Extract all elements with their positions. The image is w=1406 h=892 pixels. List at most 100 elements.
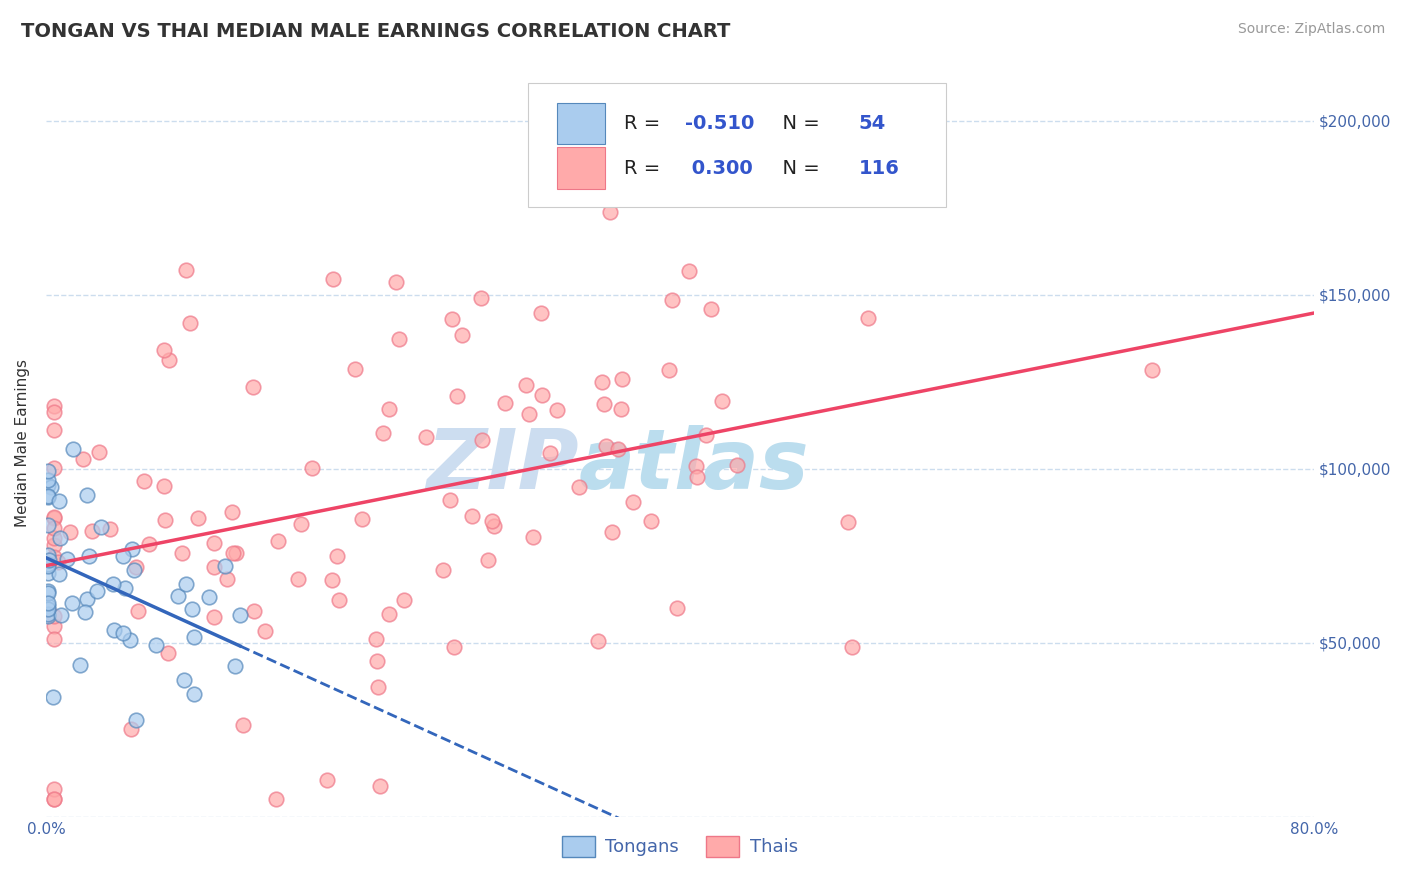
Point	[242, 380, 264, 394]
Point	[37, 607, 59, 621]
Point	[124, 560, 146, 574]
Point	[183, 630, 205, 644]
Point	[686, 470, 709, 484]
Point	[202, 609, 225, 624]
Point	[610, 372, 633, 386]
Point	[325, 549, 347, 563]
Point	[37, 464, 59, 478]
Point	[42, 399, 65, 413]
Point	[42, 792, 65, 806]
Point	[187, 511, 209, 525]
Point	[37, 583, 59, 598]
Text: N =: N =	[770, 159, 825, 178]
Text: -0.510: -0.510	[685, 113, 754, 133]
Point	[76, 591, 98, 606]
Point	[221, 505, 243, 519]
Point	[321, 573, 343, 587]
Point	[114, 582, 136, 596]
Point	[253, 624, 276, 638]
Point	[301, 461, 323, 475]
Point	[725, 458, 748, 472]
Point	[392, 593, 415, 607]
FancyBboxPatch shape	[527, 84, 946, 207]
Point	[42, 531, 65, 545]
Text: 0.300: 0.300	[685, 159, 752, 178]
FancyBboxPatch shape	[557, 147, 605, 188]
Point	[37, 477, 59, 491]
Point	[593, 397, 616, 411]
Point	[388, 332, 411, 346]
Point	[621, 494, 644, 508]
FancyBboxPatch shape	[557, 103, 605, 144]
Point	[121, 542, 143, 557]
Point	[76, 488, 98, 502]
Point	[446, 389, 468, 403]
Point	[125, 713, 148, 727]
Point	[49, 607, 72, 622]
Point	[599, 204, 621, 219]
Point	[37, 558, 59, 573]
Point	[37, 608, 59, 623]
Point	[183, 687, 205, 701]
Point	[37, 490, 59, 504]
Point	[322, 271, 344, 285]
Point	[37, 599, 59, 613]
Point	[640, 515, 662, 529]
Point	[173, 673, 195, 688]
Point	[441, 311, 464, 326]
Point	[568, 480, 591, 494]
Point	[42, 538, 65, 552]
Point	[695, 428, 717, 442]
Point	[658, 363, 681, 377]
Point	[72, 452, 94, 467]
Point	[120, 632, 142, 647]
Point	[287, 573, 309, 587]
Point	[42, 405, 65, 419]
Point	[607, 442, 630, 456]
Point	[42, 632, 65, 647]
Point	[37, 586, 59, 600]
Text: N =: N =	[770, 113, 825, 133]
Point	[42, 781, 65, 796]
Point	[103, 577, 125, 591]
Point	[38, 553, 60, 567]
Point	[471, 433, 494, 447]
Point	[481, 514, 503, 528]
Point	[482, 518, 505, 533]
Point	[49, 531, 72, 545]
Y-axis label: Median Male Earnings: Median Male Earnings	[15, 359, 30, 526]
Point	[157, 352, 180, 367]
Point	[229, 607, 252, 622]
Point	[595, 439, 617, 453]
Point	[172, 546, 194, 560]
Point	[1140, 363, 1163, 377]
Point	[517, 407, 540, 421]
Point	[856, 310, 879, 325]
Point	[204, 535, 226, 549]
Point	[224, 659, 246, 673]
Point	[167, 590, 190, 604]
Point	[841, 640, 863, 654]
Point	[42, 511, 65, 525]
Point	[138, 537, 160, 551]
Point	[42, 521, 65, 535]
Point	[600, 524, 623, 539]
Point	[127, 604, 149, 618]
Point	[48, 566, 70, 581]
Point	[179, 316, 201, 330]
Point	[666, 600, 689, 615]
Point	[37, 489, 59, 503]
Point	[328, 593, 350, 607]
Point	[37, 473, 59, 487]
Point	[267, 533, 290, 548]
Point	[42, 510, 65, 524]
Point	[477, 553, 499, 567]
Point	[711, 394, 734, 409]
Point	[42, 690, 65, 705]
Point	[42, 460, 65, 475]
Point	[352, 511, 374, 525]
Point	[134, 474, 156, 488]
Point	[90, 520, 112, 534]
Point	[174, 263, 197, 277]
Point	[42, 549, 65, 564]
